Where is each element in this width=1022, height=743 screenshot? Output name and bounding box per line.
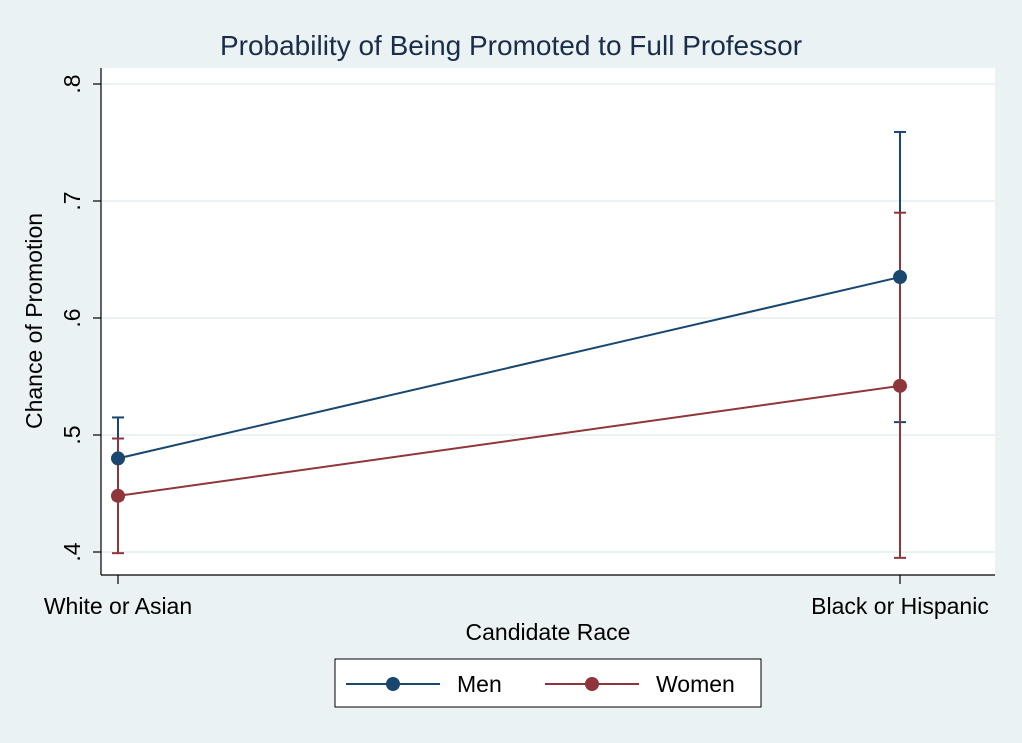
axes [100,68,995,576]
legend-marker-women [585,677,599,691]
y-ticks: .4 .5 .6 .7 .8 [59,74,101,562]
plot-area [101,68,995,575]
series-group [111,130,907,559]
y-tick-label: .5 [59,425,85,444]
point-men [111,451,125,466]
legend-label-men: Men [457,671,502,697]
x-tick-label: Black or Hispanic [811,593,989,619]
legend-label-women: Women [656,671,735,697]
x-tick-label: White or Asian [44,593,192,619]
chart-title: Probability of Being Promoted to Full Pr… [220,30,802,61]
y-tick-label: .8 [59,74,85,93]
gridlines [101,83,995,553]
legend: Men Women [334,658,762,708]
legend-marker-men [386,677,400,691]
x-ticks: White or Asian Black or Hispanic [44,575,989,619]
y-axis-title: Chance of Promotion [21,213,47,429]
series-line-men [117,276,901,460]
y-tick-label: .6 [59,308,85,327]
point-women [893,378,907,393]
series-line-women [117,384,901,497]
x-axis-title: Candidate Race [466,619,631,645]
y-tick-label: .4 [59,542,85,561]
point-women [111,488,125,503]
y-tick-label: .7 [59,191,85,210]
point-men [893,270,907,285]
